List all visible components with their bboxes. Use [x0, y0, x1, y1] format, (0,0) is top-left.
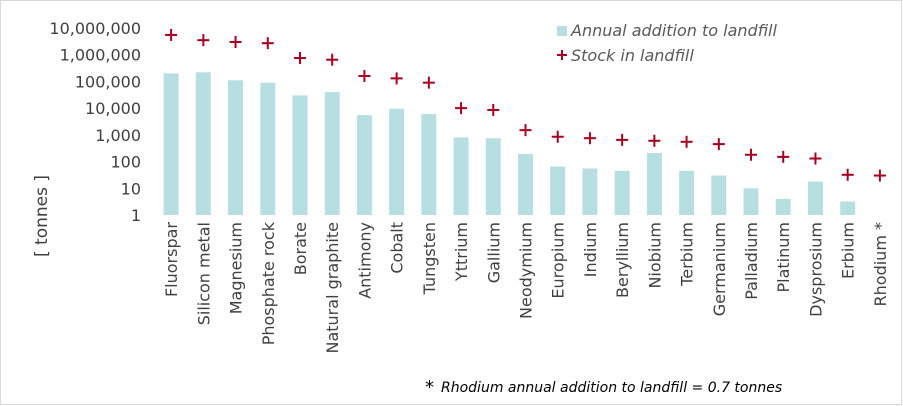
x-tick-label: Yttrium	[452, 222, 471, 282]
bar	[228, 80, 243, 215]
x-tick-label: Platinum	[774, 222, 793, 292]
bar	[775, 198, 791, 215]
x-tick-label: Terbium	[678, 222, 697, 287]
x-tick-label: Magnesium	[227, 222, 246, 314]
bar	[324, 92, 340, 215]
bar	[453, 137, 469, 215]
x-tick-label: Cobalt	[388, 222, 407, 274]
bar	[260, 82, 276, 215]
stock-marker	[648, 134, 661, 147]
x-tick-label: Rhodium *	[871, 222, 890, 306]
stock-marker	[873, 169, 886, 182]
stock-marker	[487, 104, 500, 117]
x-axis: Fluorspar Silicon metal Magnesium Phosphate…	[162, 221, 890, 353]
bar	[163, 73, 179, 216]
footnote: * Rhodium annual addition to landfill = …	[425, 377, 782, 398]
stock-marker	[841, 168, 854, 181]
stock-marker	[358, 69, 371, 82]
x-tick-label: Neodymium	[517, 222, 536, 319]
legend: Annual addition to landfill Stock in lan…	[557, 21, 777, 65]
stock-marker	[261, 37, 274, 50]
x-tick-label: Erbium	[839, 222, 858, 279]
x-tick-label: Gallium	[484, 222, 503, 283]
bar	[518, 154, 533, 215]
stock-marker	[390, 72, 403, 85]
y-tick-label: 10,000,000	[49, 19, 141, 38]
stock-marker	[616, 133, 629, 146]
bar	[840, 201, 856, 215]
x-tick-label: Dysprosium	[807, 222, 826, 317]
x-tick-label: Palladium	[742, 222, 761, 300]
stock-marker	[583, 132, 596, 145]
bar	[582, 168, 598, 215]
x-tick-label: Antimony	[355, 222, 374, 299]
bar	[743, 188, 759, 215]
bar	[679, 170, 695, 215]
legend-swatch-annual-addition	[557, 26, 567, 36]
stock-marker	[422, 76, 435, 89]
legend-label-annual-addition: Annual addition to landfill	[570, 21, 777, 40]
x-tick-label: Silicon metal	[194, 222, 213, 325]
x-tick-label: Beryllium	[613, 222, 632, 298]
bar	[389, 108, 405, 215]
x-tick-label: Phosphate rock	[259, 221, 278, 345]
y-tick-label: 100,000	[75, 72, 141, 91]
bar	[485, 138, 501, 215]
bar	[646, 153, 662, 215]
stock-marker	[165, 28, 178, 41]
marker-series	[165, 28, 886, 182]
footnote-text: Rhodium annual addition to landfill = 0.…	[441, 380, 782, 396]
stock-marker	[809, 152, 822, 165]
stock-marker	[326, 53, 339, 66]
legend-marker-stock	[557, 50, 567, 60]
stock-marker	[551, 130, 564, 143]
stock-marker	[745, 148, 758, 161]
stock-marker	[680, 135, 693, 148]
stock-marker	[455, 102, 468, 115]
stock-marker	[712, 138, 725, 151]
y-tick-label: 10,000	[85, 99, 141, 118]
bar	[808, 181, 823, 215]
y-axis-label: [ tonnes ]	[32, 175, 52, 257]
stock-marker	[519, 124, 532, 137]
bar	[195, 72, 211, 215]
y-tick-label: 1,000,000	[60, 46, 141, 65]
x-tick-label: Tungsten	[420, 222, 439, 295]
y-tick-label: 100	[110, 153, 141, 172]
bar	[292, 95, 308, 215]
bar	[711, 175, 727, 215]
y-axis: 1 10 100 1,000 10,000 100,000 1,000,000 10,000,…	[49, 19, 141, 225]
y-tick-label: 10	[121, 179, 141, 198]
x-tick-label: Fluorspar	[162, 222, 181, 297]
y-tick-label: 1	[131, 206, 141, 225]
bar	[421, 114, 437, 215]
legend-label-stock: Stock in landfill	[571, 46, 694, 65]
stock-marker	[229, 35, 242, 48]
x-tick-label: Europium	[549, 222, 568, 299]
x-tick-label: Indium	[581, 222, 600, 277]
bar	[356, 115, 372, 215]
x-tick-label: Borate	[291, 222, 310, 275]
y-tick-label: 1,000	[95, 126, 141, 145]
stock-marker	[777, 150, 790, 163]
x-tick-label: Niobium	[645, 222, 664, 289]
bar	[550, 166, 566, 215]
footnote-star: *	[425, 377, 434, 398]
x-tick-label: Germanium	[710, 222, 729, 316]
stock-marker	[197, 34, 210, 47]
stock-marker	[293, 52, 306, 65]
bar	[614, 170, 630, 215]
bar-series	[163, 72, 856, 216]
x-tick-label: Natural graphite	[323, 222, 342, 354]
